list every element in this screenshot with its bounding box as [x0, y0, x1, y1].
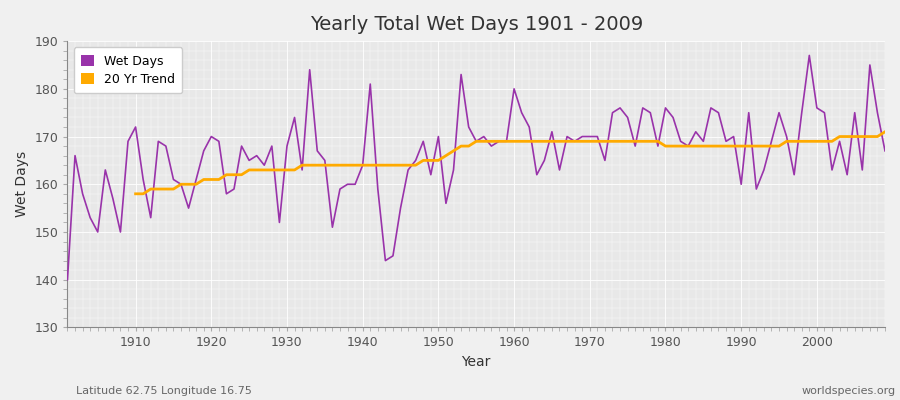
Text: worldspecies.org: worldspecies.org — [801, 386, 896, 396]
Y-axis label: Wet Days: Wet Days — [15, 151, 29, 217]
X-axis label: Year: Year — [462, 355, 490, 369]
Title: Yearly Total Wet Days 1901 - 2009: Yearly Total Wet Days 1901 - 2009 — [310, 15, 643, 34]
Legend: Wet Days, 20 Yr Trend: Wet Days, 20 Yr Trend — [74, 47, 182, 93]
Text: Latitude 62.75 Longitude 16.75: Latitude 62.75 Longitude 16.75 — [76, 386, 252, 396]
